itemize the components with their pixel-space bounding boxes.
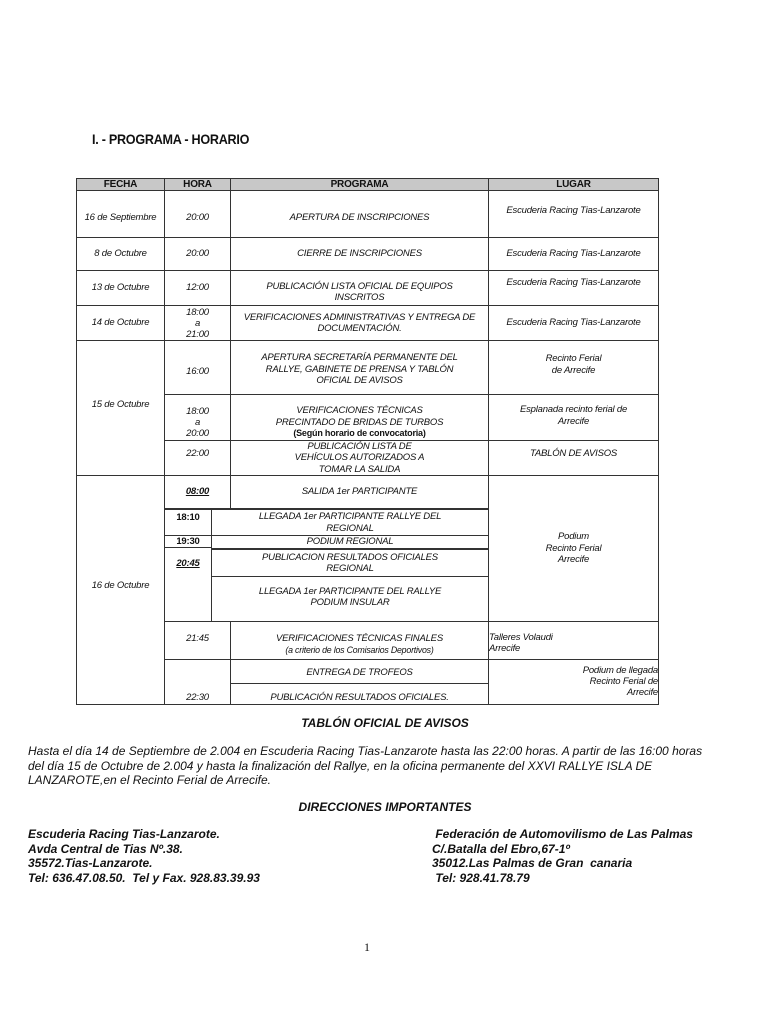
- section-title: I. - PROGRAMA - HORARIO: [92, 131, 250, 147]
- hora-sep: a: [194, 417, 201, 428]
- programa-cell: SALIDA 1er PARTICIPANTE: [230, 475, 489, 509]
- programa-cell: VERIFICACIONES TÉCNICAS PRECINTADO DE BR…: [230, 394, 489, 441]
- programa-note: (a criterio de los Comisarios Deportivos…: [285, 644, 434, 655]
- programa-cell: APERTURA SECRETARÍA PERMANENTE DEL RALLY…: [230, 340, 489, 395]
- programa-cell: CIERRE DE INSCRIPCIONES: [230, 237, 489, 271]
- tablon-title: TABLÓN OFICIAL DE AVISOS: [301, 716, 469, 730]
- address-line: Avda Central de Tias Nº.38.: [28, 841, 183, 856]
- hora-cell: 21:45: [164, 621, 231, 660]
- lugar-line: Talleres Volaudi: [489, 631, 553, 643]
- programa-line: VERIFICACIONES TÉCNICAS FINALES: [276, 633, 443, 644]
- lugar-cell: TABLÓN DE AVISOS: [488, 440, 659, 476]
- hora-cell: 18:00 a 21:00: [164, 305, 231, 341]
- lugar-cell: Escuderia Racing Tias-Lanzarote: [488, 190, 659, 238]
- programa-cell: PODIUM REGIONAL: [211, 535, 489, 550]
- page-number: 1: [364, 940, 370, 954]
- fecha-cell: 13 de Octubre: [76, 270, 165, 306]
- hora-cell: 18:10: [164, 508, 212, 536]
- hora-cell: 20:00: [164, 237, 231, 271]
- hora-cell: 22:30: [164, 659, 231, 705]
- programa-line: VERIFICACIONES TÉCNICAS: [296, 405, 423, 417]
- address-line: Tel: 636.47.08.50. Tel y Fax. 928.83.39.…: [28, 870, 260, 885]
- programa-cell: VERIFICACIONES ADMINISTRATIVAS Y ENTREGA…: [230, 305, 489, 341]
- lugar-line: Arrecife: [557, 554, 590, 566]
- lugar-cell: Esplanada recinto ferial de Arrecife: [488, 394, 659, 441]
- lugar-line: Recinto Ferial: [545, 353, 602, 364]
- lugar-cell: Podium de llegada Recinto Ferial de Arre…: [488, 659, 659, 705]
- lugar-line: Recinto Ferial de: [589, 676, 659, 687]
- programa-note: (Según horario de convocatoria): [293, 428, 426, 439]
- programa-cell: LLEGADA 1er PARTICIPANTE RALLYE DEL REGI…: [211, 508, 489, 536]
- address-line: Tel: 928.41.78.79: [432, 870, 530, 885]
- tablon-text: Hasta el día 14 de Septiembre de 2.004 e…: [28, 744, 703, 787]
- hora-end: 21:00: [186, 328, 209, 340]
- programa-cell: PUBLICACION RESULTADOS OFICIALES REGIONA…: [211, 549, 489, 577]
- lugar-cell: Recinto Ferial de Arrecife: [488, 340, 659, 395]
- address-line: Federación de Automovilismo de Las Palma…: [432, 827, 693, 841]
- programa-cell: ENTREGA DE TROFEOS: [230, 659, 489, 684]
- hora-cell: 08:00: [164, 475, 231, 509]
- programa-cell: LLEGADA 1er PARTICIPANTE DEL RALLYE PODI…: [211, 576, 489, 622]
- address-federacion: Federación de Automovilismo de Las Palma…: [432, 827, 693, 885]
- programa-cell: VERIFICACIONES TÉCNICAS FINALES (a crite…: [230, 621, 489, 660]
- hora-sep: a: [194, 317, 201, 329]
- programa-cell: PUBLICACIÓN RESULTADOS OFICIALES.: [230, 683, 489, 705]
- hora-cell: 18:00 a 20:00: [164, 394, 231, 441]
- address-line: C/.Batalla del Ebro,67-1º: [432, 841, 570, 856]
- address-escuderia: Escuderia Racing Tias-Lanzarote. Avda Ce…: [28, 827, 260, 885]
- lugar-line: Podium de llegada: [582, 665, 658, 676]
- address-line: 35012.Las Palmas de Gran canaria: [432, 856, 633, 870]
- fecha-cell: 16 de Septiembre: [76, 190, 165, 238]
- direcciones-title: DIRECCIONES IMPORTANTES: [298, 800, 472, 814]
- lugar-cell: Escuderia Racing Tias-Lanzarote: [488, 270, 659, 306]
- lugar-line: Podium: [557, 531, 589, 543]
- hora-cell: 16:00: [164, 340, 231, 395]
- lugar-line: Recinto Ferial: [545, 542, 602, 554]
- hora-end: 20:00: [186, 428, 209, 439]
- hora-cell: 20:45: [164, 547, 212, 622]
- lugar-line: de Arrecife: [551, 364, 596, 376]
- hora-cell: 20:00: [164, 190, 231, 238]
- lugar-cell: Talleres Volaudi Arrecife: [488, 621, 659, 660]
- fecha-cell: 14 de Octubre: [76, 305, 165, 341]
- lugar-cell: Escuderia Racing Tias-Lanzarote: [488, 237, 659, 271]
- address-line: 35572.Tias-Lanzarote.: [28, 856, 153, 870]
- fecha-cell: 16 de Octubre: [76, 475, 165, 705]
- lugar-line: Arrecife: [489, 643, 521, 654]
- hora-start: 18:00: [186, 306, 209, 318]
- programa-cell: APERTURA DE INSCRIPCIONES: [230, 190, 489, 238]
- fecha-cell: 15 de Octubre: [76, 340, 165, 476]
- programa-cell: PUBLICACIÓN LISTA DE VEHÍCULOS AUTORIZAD…: [230, 440, 489, 476]
- fecha-cell: 8 de Octubre: [76, 237, 165, 271]
- address-line: Escuderia Racing Tias-Lanzarote.: [28, 827, 220, 841]
- lugar-line: Arrecife: [626, 687, 658, 698]
- lugar-cell: Escuderia Racing Tias-Lanzarote: [488, 305, 659, 341]
- programa-line: PRECINTADO DE BRIDAS DE TURBOS: [275, 416, 444, 428]
- hora-start: 18:00: [186, 406, 209, 417]
- hora-cell: 22:00: [164, 440, 231, 476]
- hora-cell: 12:00: [164, 270, 231, 306]
- programa-cell: PUBLICACIÓN LISTA OFICIAL DE EQUIPOS INS…: [230, 270, 489, 306]
- lugar-cell: Podium Recinto Ferial Arrecife: [488, 475, 659, 622]
